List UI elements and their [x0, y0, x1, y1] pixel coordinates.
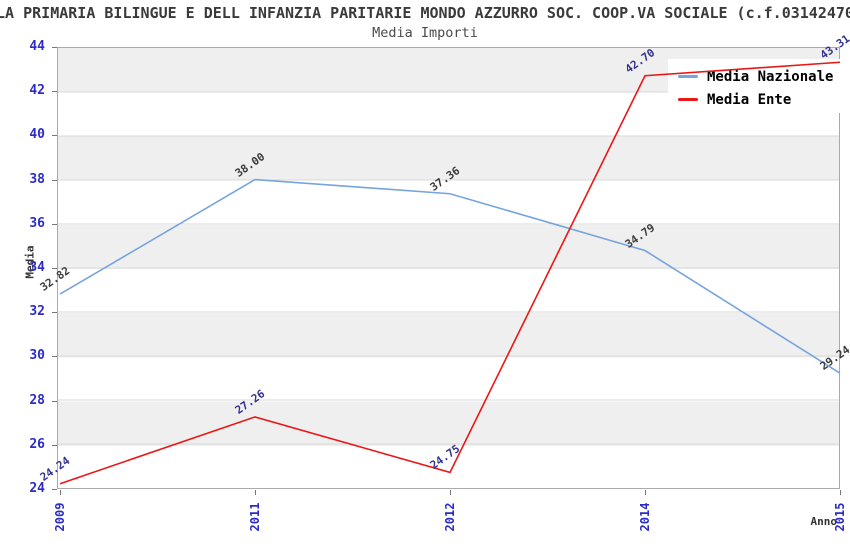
- y-tick-label-44: 44: [29, 39, 45, 54]
- chart-title: LA PRIMARIA BILINGUE E DELL INFANZIA PAR…: [0, 4, 850, 22]
- y-tick-label-42: 42: [29, 83, 45, 99]
- plot-area: [57, 47, 840, 489]
- legend: Media Nazionale Media Ente: [668, 59, 842, 113]
- x-tick-label-2014: 2014: [638, 502, 652, 532]
- y-tick-mark: [52, 91, 57, 93]
- y-tick-mark: [52, 179, 57, 181]
- y-tick-label-36: 36: [29, 215, 45, 231]
- y-tick-label-30: 30: [29, 348, 45, 364]
- x-axis-title: Anno: [810, 515, 838, 528]
- legend-swatch-media-ente-icon: [678, 97, 698, 101]
- y-tick-label-24: 24: [29, 481, 45, 496]
- y-tick-mark: [52, 400, 57, 402]
- legend-item-media-ente: Media Ente: [678, 90, 842, 110]
- y-tick-mark: [52, 47, 57, 48]
- y-tick-mark: [52, 444, 57, 446]
- y-tick-label-26: 26: [29, 436, 45, 452]
- y-tick-mark: [52, 356, 57, 358]
- y-tick-mark: [52, 312, 57, 314]
- y-tick-label-38: 38: [29, 171, 45, 187]
- chart-subtitle: Media Importi: [372, 25, 478, 41]
- x-tick-mark: [645, 490, 646, 495]
- x-tick-label-2015: 2015: [833, 502, 847, 532]
- legend-label-media-ente: Media Ente: [707, 92, 792, 108]
- y-tick-mark: [52, 268, 57, 269]
- y-tick-mark: [52, 135, 57, 137]
- y-tick-mark: [52, 223, 57, 225]
- y-tick-label-40: 40: [29, 127, 45, 143]
- x-tick-label-2012: 2012: [443, 502, 457, 532]
- legend-label-media-nazionale: Media Nazionale: [707, 69, 834, 85]
- y-tick-mark: [52, 489, 57, 490]
- y-tick-label-32: 32: [29, 304, 45, 320]
- x-tick-mark: [255, 490, 256, 495]
- legend-item-media-nazionale: Media Nazionale: [678, 67, 842, 87]
- y-tick-label-34: 34: [29, 260, 45, 275]
- x-tick-mark: [450, 490, 451, 495]
- y-tick-label-28: 28: [29, 392, 45, 408]
- x-tick-label-2011: 2011: [248, 502, 262, 532]
- legend-swatch-media-nazionale-icon: [678, 74, 698, 78]
- x-tick-label-2009: 2009: [53, 502, 67, 532]
- x-tick-mark: [60, 490, 61, 495]
- x-tick-mark: [840, 490, 841, 495]
- gridlines: [58, 91, 839, 445]
